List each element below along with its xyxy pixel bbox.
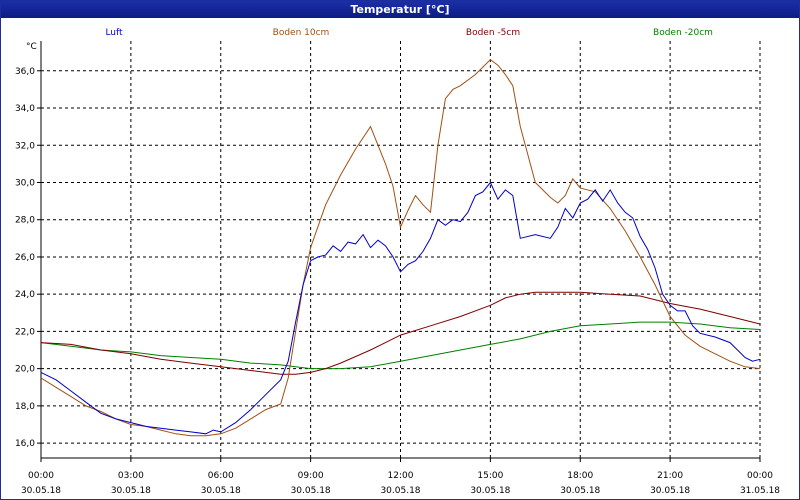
y-tick-label: 18,0 [15,402,35,412]
series-line-boden-20cm [40,321,761,370]
x-tick-time-label: 00:00 [747,471,773,481]
y-tick-label: 32,0 [15,141,35,151]
y-tick-label: 36,0 [15,67,35,77]
x-tick-date-label: 30.05.18 [380,486,420,496]
x-tick-date-label: 30.05.18 [111,486,151,496]
x-tick-date-label: 30.05.18 [470,486,510,496]
y-tick-label: 24,0 [15,290,35,300]
y-tick-label: 34,0 [15,104,35,114]
x-tick-time-label: 18:00 [567,471,593,481]
x-tick-time-label: 15:00 [477,471,503,481]
y-tick-label: 28,0 [15,216,35,226]
x-tick-date-label: 30.05.18 [291,486,331,496]
legend-entry-luft: Luft [105,28,123,38]
y-tick-label: 30,0 [15,178,35,188]
y-tick-label: 20,0 [15,365,35,375]
legend-entry-boden-20cm: Boden -20cm [653,28,713,38]
x-tick-date-label: 30.05.18 [650,486,690,496]
x-tick-time-label: 03:00 [118,471,144,481]
series-line-boden-5cm [40,291,761,375]
x-tick-date-label: 30.05.18 [560,486,600,496]
x-tick-date-label: 30.05.18 [201,486,241,496]
series-line-boden-10cm [40,58,761,437]
legend-entry-boden-10cm: Boden 10cm [273,28,330,38]
chart-title: Temperatur [°C] [1,1,799,18]
y-tick-label: 16,0 [15,439,35,449]
y-axis-unit: °C [26,42,37,52]
x-tick-time-label: 06:00 [208,471,234,481]
y-tick-label: 22,0 [15,327,35,337]
x-tick-time-label: 21:00 [657,471,683,481]
series-line-luft [40,181,761,435]
legend-entry-boden-5cm: Boden -5cm [466,28,520,38]
x-tick-time-label: 09:00 [298,471,324,481]
x-tick-time-label: 12:00 [388,471,414,481]
x-tick-date-label: 31.05.18 [740,486,780,496]
x-tick-time-label: 00:00 [28,471,54,481]
x-tick-date-label: 30.05.18 [21,486,61,496]
y-tick-label: 26,0 [15,253,35,263]
